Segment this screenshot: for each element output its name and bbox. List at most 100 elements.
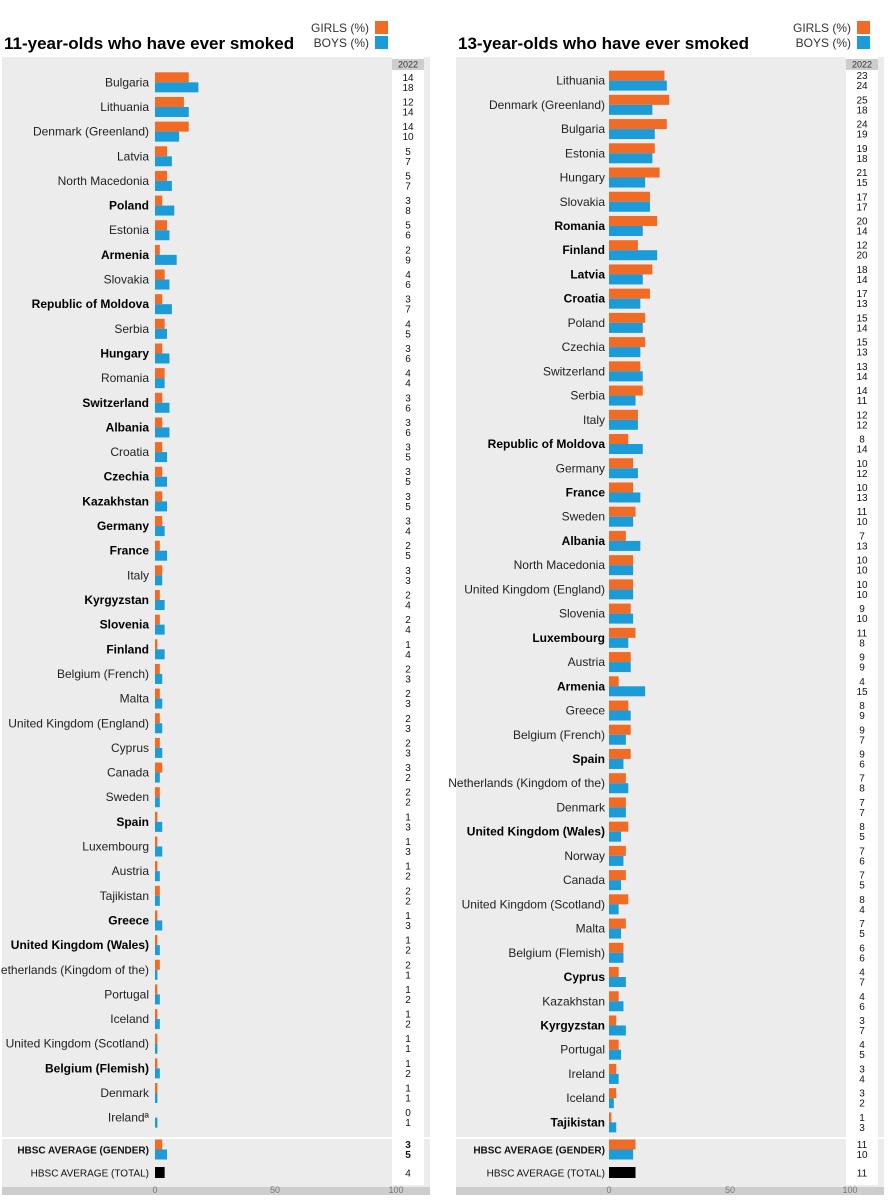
bar-girls — [609, 70, 665, 81]
value-label-girls: 2 — [405, 788, 411, 799]
bar-girls — [155, 269, 165, 280]
value-label-boys: 6 — [859, 856, 865, 867]
year-header-background — [846, 59, 878, 70]
average-gender-label: HBSC AVERAGE (GENDER) — [473, 1146, 605, 1157]
bar-girls — [609, 530, 626, 541]
bar-boys — [155, 994, 160, 1005]
bar-boys — [609, 274, 643, 285]
value-label-girls: 21 — [856, 168, 868, 179]
value-label-girls: 4 — [859, 968, 865, 979]
legend-girls-label: GIRLS (%) — [793, 21, 851, 35]
bar-boys — [609, 928, 622, 939]
bar-boys — [609, 104, 653, 115]
bar-boys — [609, 855, 624, 866]
value-average-total: 4 — [405, 1169, 411, 1180]
bar-girls — [155, 121, 189, 132]
bar-girls — [609, 1039, 619, 1050]
bar-boys — [609, 250, 658, 261]
average-total-label: HBSC AVERAGE (TOTAL) — [487, 1169, 605, 1180]
value-label-boys: 6 — [405, 354, 411, 365]
value-label-girls: 9 — [859, 653, 865, 664]
category-label: Kazakhstan — [542, 994, 605, 1008]
value-label-girls: 4 — [859, 1040, 865, 1051]
bar-girls — [609, 967, 619, 978]
bar-girls — [609, 845, 626, 856]
bar-boys — [609, 1098, 614, 1109]
category-label: Iceland — [110, 1012, 149, 1026]
value-label-boys: 10 — [402, 132, 414, 143]
category-label: Netherlands (Kingdom of the) — [0, 963, 149, 977]
category-label: North Macedonia — [514, 558, 606, 572]
bar-girls — [609, 724, 631, 735]
value-label-boys: 17 — [856, 202, 868, 213]
value-label-boys: 5 — [405, 551, 411, 562]
category-label: Sweden — [562, 510, 605, 524]
average-gender-label: HBSC AVERAGE (GENDER) — [17, 1146, 149, 1157]
value-label-girls: 3 — [405, 763, 411, 774]
value-label-boys: 5 — [405, 329, 411, 340]
bar-girls — [155, 861, 158, 872]
category-label: United Kingdom (England) — [464, 582, 605, 596]
category-label: Republic of Moldova — [32, 297, 150, 311]
value-label-boys: 8 — [405, 206, 411, 217]
chart-title: 13-year-olds who have ever smoked — [458, 34, 749, 53]
bar-boys — [155, 846, 163, 857]
average-value-column-background — [846, 1139, 878, 1185]
value-label-girls: 2 — [405, 245, 411, 256]
bar-boys — [609, 952, 624, 963]
bar-boys — [609, 80, 667, 91]
value-label-girls: 2 — [405, 591, 411, 602]
value-label-girls: 1 — [405, 936, 411, 947]
bar-girls — [155, 639, 158, 650]
value-label-girls: 8 — [859, 435, 865, 446]
x-tick-label: 100 — [842, 1185, 857, 1195]
category-label: North Macedonia — [58, 174, 150, 188]
value-label-girls: 2 — [405, 541, 411, 552]
value-label-boys: 3 — [405, 724, 411, 735]
bar-boys — [609, 177, 646, 188]
value-label-boys: 5 — [859, 832, 865, 843]
value-label-girls: 7 — [859, 774, 865, 785]
category-label: Portugal — [560, 1043, 605, 1057]
category-label: Sweden — [106, 790, 149, 804]
value-label-boys: 7 — [859, 978, 865, 989]
value-label-girls: 9 — [859, 604, 865, 615]
value-label-boys: 5 — [859, 1050, 865, 1061]
value-label-girls: 2 — [405, 689, 411, 700]
value-label-girls: 1 — [405, 1059, 411, 1070]
bar-girls — [155, 516, 163, 527]
bar-average-total — [155, 1167, 165, 1178]
bar-girls — [155, 565, 163, 576]
bar-girls — [609, 240, 638, 251]
bar-girls — [609, 1088, 617, 1099]
value-label-boys: 5 — [859, 881, 865, 892]
value-average-boys: 5 — [405, 1150, 411, 1161]
value-label-boys: 1 — [405, 1094, 411, 1105]
bar-girls — [155, 959, 160, 970]
bar-girls — [609, 288, 650, 299]
bar-girls — [155, 294, 163, 305]
value-label-girls: 0 — [405, 1108, 411, 1119]
bar-boys — [609, 710, 631, 721]
category-label: Denmark — [100, 1086, 150, 1100]
bar-girls — [609, 1015, 617, 1026]
x-tick-label: 0 — [606, 1185, 611, 1195]
category-label: Luxembourg — [532, 631, 605, 645]
value-label-girls: 13 — [856, 362, 868, 373]
value-label-boys: 19 — [856, 130, 868, 141]
bar-boys — [609, 1025, 626, 1036]
category-label: Tajikistan — [551, 1115, 605, 1129]
bar-girls — [609, 385, 643, 396]
value-label-girls: 15 — [856, 313, 868, 324]
bar-girls — [155, 590, 160, 600]
bar-boys — [609, 977, 626, 988]
bar-girls — [609, 991, 619, 1002]
value-label-boys: 8 — [859, 638, 865, 649]
bar-boys — [155, 723, 163, 734]
category-label: Greece — [566, 704, 606, 718]
bar-boys — [155, 698, 163, 709]
bar-girls — [155, 663, 160, 674]
bar-boys — [155, 575, 163, 586]
value-label-boys: 14 — [856, 372, 868, 383]
value-label-girls: 1 — [405, 985, 411, 996]
